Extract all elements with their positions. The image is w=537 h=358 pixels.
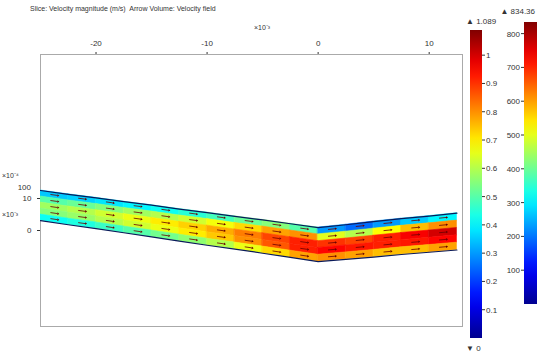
svg-text:×10⁻³: ×10⁻³: [2, 211, 19, 218]
svg-text:0.6: 0.6: [486, 164, 498, 173]
svg-text:Slice: Velocity magnitude (m/s: Slice: Velocity magnitude (m/s) Arrow Vo…: [30, 5, 216, 13]
svg-text:1: 1: [486, 51, 491, 60]
svg-text:0.8: 0.8: [486, 108, 498, 117]
svg-text:10: 10: [23, 194, 32, 203]
svg-text:300: 300: [507, 199, 521, 208]
svg-text:0.4: 0.4: [486, 221, 498, 230]
svg-text:▲ 834.36: ▲ 834.36: [500, 7, 535, 16]
svg-text:800: 800: [507, 30, 521, 39]
svg-text:400: 400: [507, 165, 521, 174]
svg-text:-10: -10: [201, 39, 213, 48]
svg-text:100: 100: [507, 266, 521, 275]
svg-text:×10⁻³: ×10⁻³: [254, 24, 271, 31]
svg-text:0.1: 0.1: [486, 306, 498, 315]
svg-text:▲ 1.089: ▲ 1.089: [466, 17, 497, 26]
svg-text:0.3: 0.3: [486, 249, 498, 258]
svg-text:10: 10: [425, 39, 434, 48]
svg-text:0.5: 0.5: [486, 193, 498, 202]
svg-text:500: 500: [507, 131, 521, 140]
svg-text:0: 0: [27, 226, 32, 235]
svg-text:-20: -20: [90, 39, 102, 48]
svg-text:0.7: 0.7: [486, 136, 498, 145]
svg-text:600: 600: [507, 97, 521, 106]
svg-text:0.9: 0.9: [486, 79, 498, 88]
svg-text:×10⁻⁴: ×10⁻⁴: [2, 172, 19, 179]
svg-text:100: 100: [18, 183, 32, 192]
svg-text:0.2: 0.2: [486, 277, 498, 286]
svg-text:200: 200: [507, 232, 521, 241]
svg-text:0: 0: [316, 39, 321, 48]
svg-text:700: 700: [507, 63, 521, 72]
svg-text:▼ 0: ▼ 0: [466, 344, 481, 353]
